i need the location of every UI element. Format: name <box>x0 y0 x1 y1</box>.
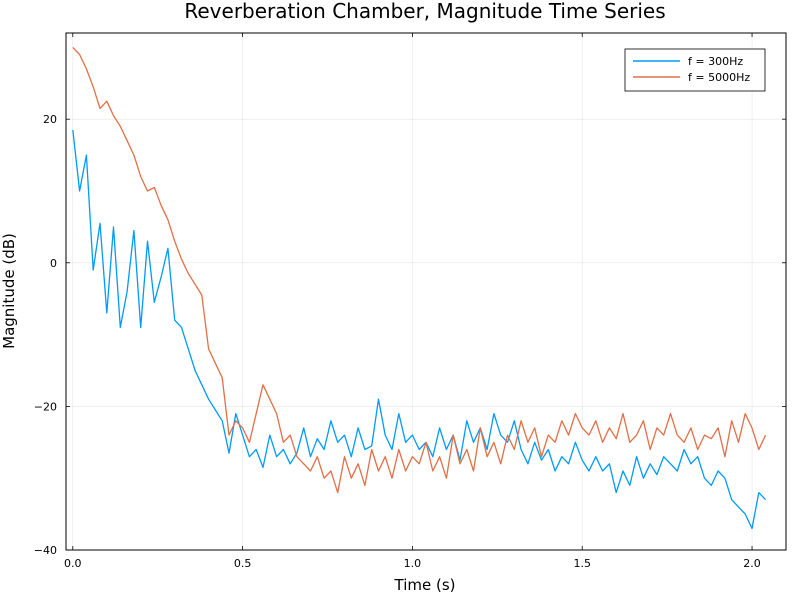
y-tick-label: −20 <box>34 400 57 413</box>
x-tick-label: 1.5 <box>573 557 591 570</box>
legend-box <box>624 48 766 92</box>
ticks: 0.0 0.5 1.0 1.5 2.0 −40 −20 0 20 <box>34 33 786 570</box>
series-layer <box>72 46 767 530</box>
x-tick-label: 1.0 <box>404 557 422 570</box>
series-line-1 <box>72 129 767 530</box>
chart-title: Reverberation Chamber, Magnitude Time Se… <box>184 0 665 23</box>
legend-label: f = 5000Hz <box>688 71 750 84</box>
x-tick-label: 2.0 <box>743 557 761 570</box>
x-axis-title: Time (s) <box>394 576 456 594</box>
y-axis-title: Magnitude (dB) <box>0 233 18 349</box>
x-tick-label: 0.0 <box>64 557 82 570</box>
legend-label: f = 300Hz <box>688 55 743 68</box>
series-line-2 <box>72 46 767 494</box>
y-tick-label: 20 <box>43 113 57 126</box>
x-tick-label: 0.5 <box>234 557 252 570</box>
legend: f = 300Hz f = 5000Hz <box>624 48 766 92</box>
y-tick-label: −40 <box>34 544 57 557</box>
y-tick-label: 0 <box>50 257 57 270</box>
plot-frame <box>65 32 787 551</box>
